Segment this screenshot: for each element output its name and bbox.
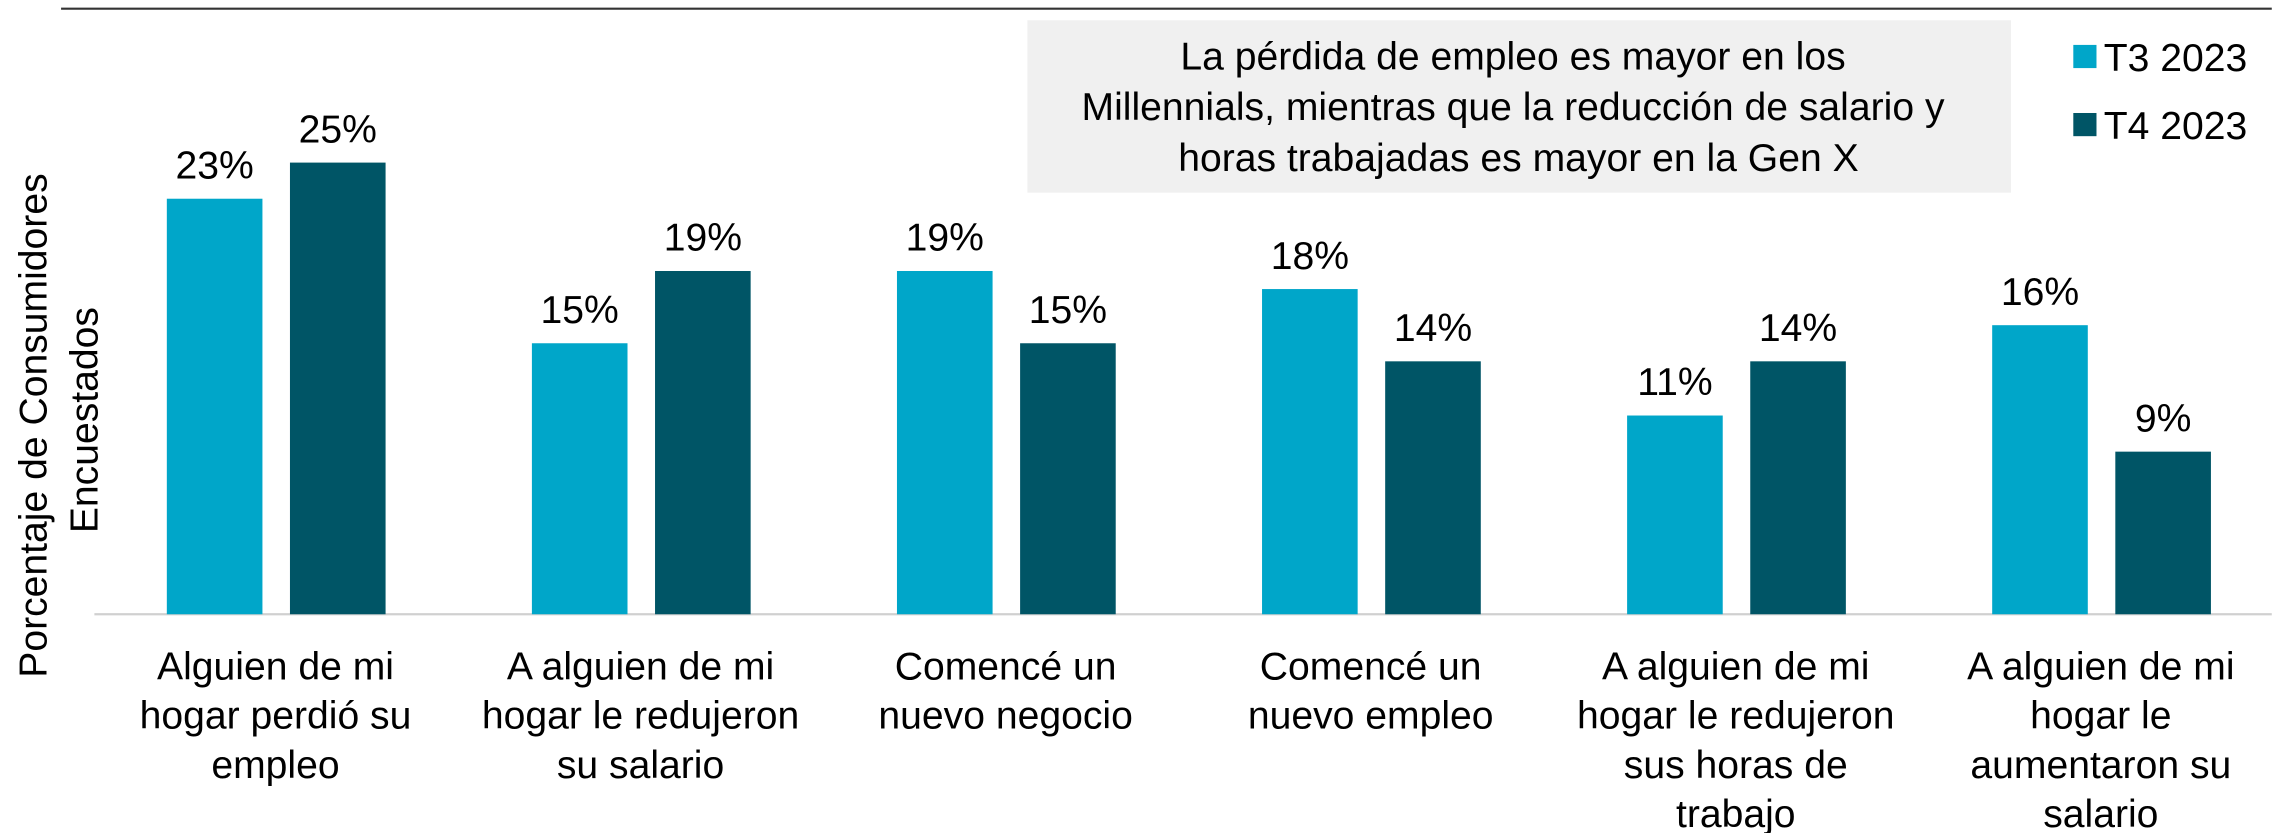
x-tick-label-line: empleo xyxy=(211,744,339,787)
data-label: 19% xyxy=(906,217,984,260)
data-label: 14% xyxy=(1759,307,1837,350)
x-tick-label-line: A alguien de mi xyxy=(1602,645,1869,688)
x-tick-label-line: hogar perdió su xyxy=(140,695,412,738)
bar xyxy=(896,270,993,615)
x-tick-label: Alguien de mi hogar perdió su empleo xyxy=(140,645,412,787)
x-tick-label-line: hogar le xyxy=(2030,695,2171,738)
bar xyxy=(1992,325,2088,615)
bar xyxy=(655,270,751,615)
bar xyxy=(1750,361,1846,615)
x-tick-label-line: A alguien de mi xyxy=(507,645,774,688)
legend-label: T3 2023 xyxy=(2104,37,2248,80)
data-label: 18% xyxy=(1271,235,1349,278)
x-tick-label-line: Comencé un xyxy=(1260,645,1482,688)
data-label: 25% xyxy=(299,108,377,151)
x-tick-label: Comencé un nuevo empleo xyxy=(1248,645,1494,737)
bar xyxy=(1262,289,1358,615)
x-tick-label-line: hogar le redujeron xyxy=(1577,695,1894,738)
bar xyxy=(166,198,263,615)
x-tick-label-line: A alguien de mi xyxy=(1967,645,2234,688)
annotation-line: La pérdida de empleo es mayor en los xyxy=(1180,36,1845,79)
bar xyxy=(289,162,386,615)
annotation-box xyxy=(1027,20,2012,193)
x-tick-label-line: trabajo xyxy=(1676,793,1796,833)
data-label: 14% xyxy=(1394,307,1472,350)
bar xyxy=(2115,451,2211,615)
x-tick-label: Comencé un nuevo negocio xyxy=(878,645,1132,737)
data-label: 19% xyxy=(664,217,742,260)
annotation-line: Millennials, mientras que la reducción d… xyxy=(1082,86,1945,129)
data-label: 15% xyxy=(1029,289,1107,332)
x-tick-label-line: su salario xyxy=(557,744,724,787)
data-label: 11% xyxy=(1637,361,1712,404)
bar xyxy=(531,343,628,615)
y-label-line: Porcentaje de Consumidores xyxy=(13,173,56,677)
data-label: 15% xyxy=(541,289,619,332)
bar xyxy=(1627,415,1723,615)
x-tick-label-line: salario xyxy=(2043,793,2158,833)
x-tick-label: A alguien de mi hogar le redujeron sus hor… xyxy=(1577,645,1894,833)
y-label-line: Encuestados xyxy=(63,307,106,533)
x-tick-label-line: Alguien de mi xyxy=(157,645,394,688)
data-label: 16% xyxy=(2001,271,2079,314)
x-tick-label-line: nuevo negocio xyxy=(878,695,1132,738)
x-tick-label: A alguien de mi hogar le redujeron su sala… xyxy=(482,645,799,787)
legend-label: T4 2023 xyxy=(2104,105,2248,148)
y-axis-label: Porcentaje de Consumidores Encuestados xyxy=(13,163,107,678)
annotation: La pérdida de empleo es mayor en los Mil… xyxy=(1082,36,1956,180)
x-tick-label-line: Comencé un xyxy=(895,645,1117,688)
bar xyxy=(1385,361,1481,615)
data-label: 9% xyxy=(2135,397,2192,440)
annotation-line: horas trabajadas es mayor en la Gen X xyxy=(1178,137,1858,180)
x-tick-label-line: nuevo empleo xyxy=(1248,695,1494,738)
legend-swatch xyxy=(2073,44,2097,69)
x-tick-label: A alguien de mi hogar le aumentaron su sala… xyxy=(1967,645,2234,833)
legend-swatch xyxy=(2073,112,2097,137)
bar xyxy=(1020,343,1116,615)
data-label: 23% xyxy=(175,144,253,187)
x-tick-label-line: sus horas de xyxy=(1624,744,1848,787)
x-tick-label-line: aumentaron su xyxy=(1970,744,2231,787)
x-tick-label-line: hogar le redujeron xyxy=(482,695,799,738)
